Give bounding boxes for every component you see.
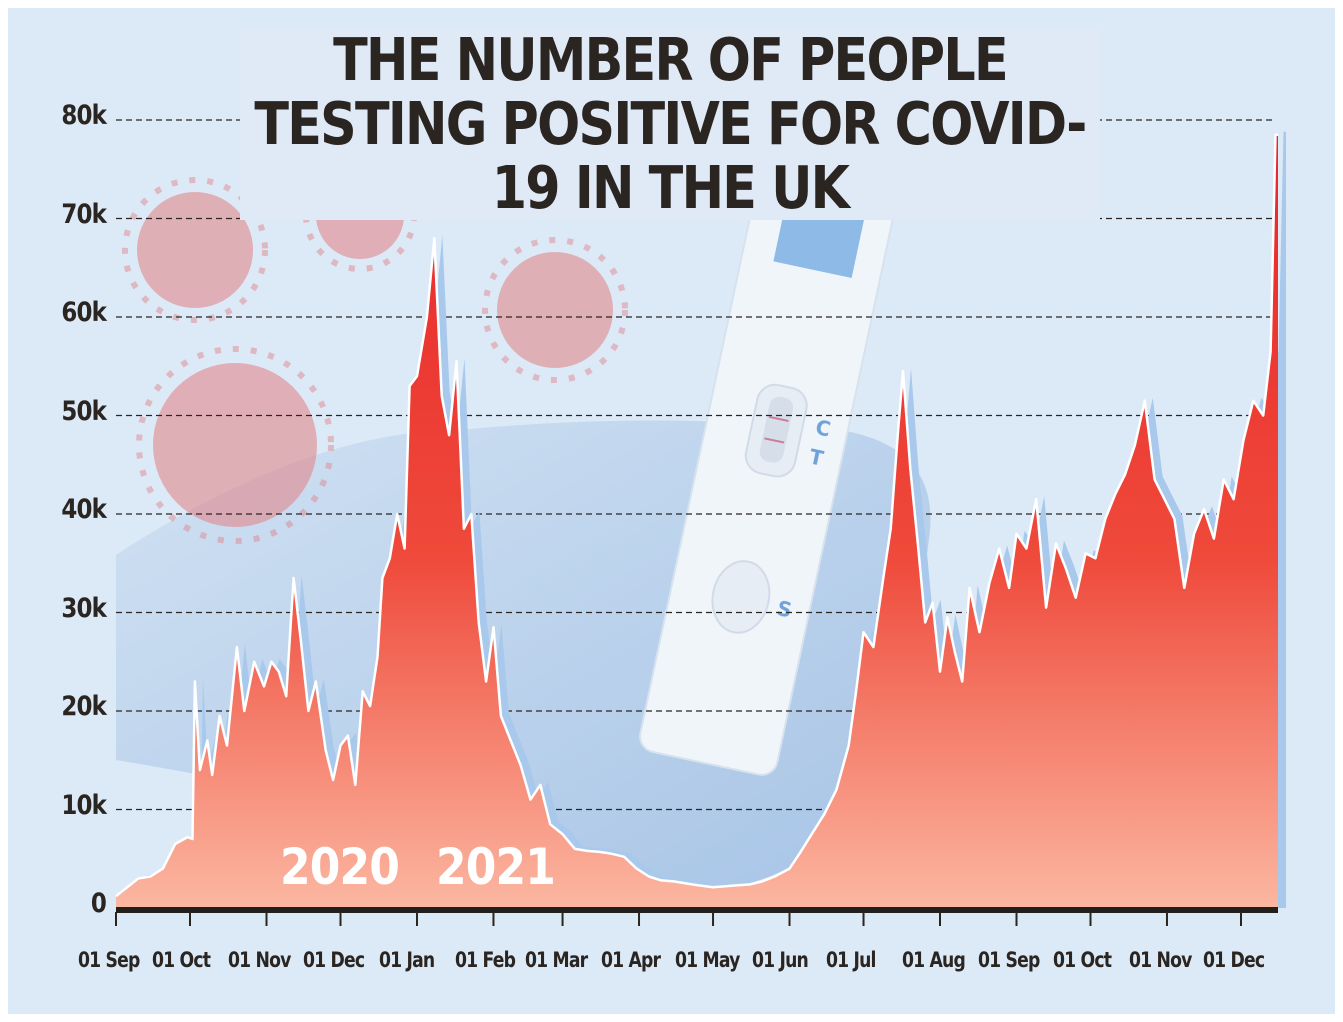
x-tick-label: 01 May <box>675 948 740 972</box>
test-strip: C T S <box>639 144 901 776</box>
x-tick-label: 01 Apr <box>601 948 661 972</box>
svg-text:C: C <box>813 415 832 442</box>
x-tick-marks <box>115 912 1242 926</box>
x-tick-label: 01 Nov <box>1128 948 1192 972</box>
y-tick-label: 30k <box>61 592 107 624</box>
x-tick-label: 01 Jul <box>825 948 876 972</box>
year-label-2020: 2020 <box>280 838 400 896</box>
x-tick-label: 01 Feb <box>455 948 516 972</box>
series-outline <box>115 133 1278 898</box>
y-tick-label: 60k <box>61 297 107 328</box>
y-tick-label: 40k <box>61 494 107 525</box>
x-tick-label: 01 Aug <box>902 948 966 972</box>
year-label-2021: 2021 <box>436 838 556 896</box>
svg-text:S: S <box>775 596 794 622</box>
x-tick-label: 01 Dec <box>302 948 365 972</box>
y-tick-label: 70k <box>61 198 107 230</box>
y-tick-label: 10k <box>61 789 107 821</box>
y-tick-label: 0 <box>90 888 107 919</box>
x-tick-label: 01 Sep <box>978 948 1040 972</box>
svg-text:T: T <box>807 444 826 470</box>
series-area <box>116 134 1278 909</box>
x-tick-label: 01 Sep <box>78 948 140 972</box>
x-tick-label: 01 Jan <box>378 948 435 972</box>
chart-title: THE NUMBER OF PEOPLE TESTING POSITIVE FO… <box>240 28 1100 220</box>
y-tick-label: 20k <box>61 691 107 722</box>
x-tick-label: 01 Mar <box>524 948 588 972</box>
x-tick-label: 01 Jun <box>751 948 809 972</box>
x-tick-label: 01 Oct <box>1052 948 1112 972</box>
x-tick-label: 01 Dec <box>1202 948 1265 972</box>
y-tick-label: 80k <box>61 100 107 131</box>
x-tick-label: 01 Oct <box>152 948 211 972</box>
y-tick-label: 50k <box>61 395 107 427</box>
x-tick-label: 01 Nov <box>228 948 291 972</box>
